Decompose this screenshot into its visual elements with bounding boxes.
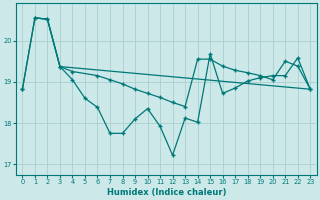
- X-axis label: Humidex (Indice chaleur): Humidex (Indice chaleur): [107, 188, 226, 197]
